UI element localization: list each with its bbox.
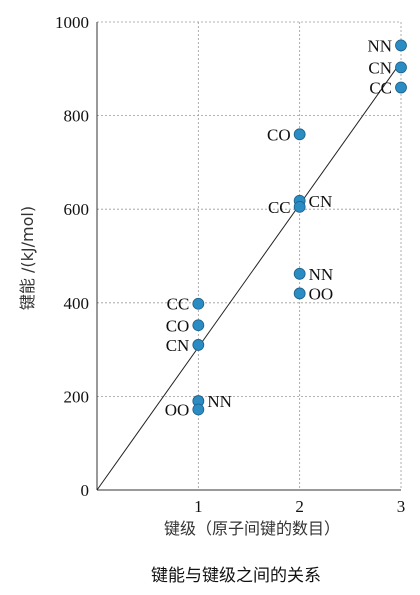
data-point-label: NN (309, 265, 334, 284)
data-point-label: NN (367, 36, 392, 55)
y-tick-label: 200 (64, 387, 90, 406)
data-point (293, 128, 306, 141)
data-point (293, 287, 306, 300)
y-tick-label: 0 (81, 481, 90, 500)
data-point-label: CC (369, 79, 392, 98)
data-point-label: CO (267, 125, 291, 144)
data-point-label: OO (165, 401, 190, 420)
y-tick-label: 400 (64, 294, 90, 313)
data-point-label: CO (166, 316, 190, 335)
x-tick-label: 1 (194, 497, 203, 516)
data-point-label: NN (207, 392, 232, 411)
data-point (395, 81, 407, 94)
y-tick-label: 1000 (55, 13, 89, 32)
data-point-label: CC (268, 198, 291, 217)
data-point (293, 267, 306, 280)
data-point-label: OO (309, 284, 334, 303)
y-axis-label: 键能 /(kJ/mol) (18, 206, 37, 310)
x-axis-label: 键级（原子间键的数目） (164, 519, 340, 538)
trend-line-group (96, 61, 402, 491)
data-point (192, 339, 205, 351)
chart-title: 键能与键级之间的关系 (151, 566, 321, 586)
axes (96, 22, 401, 491)
y-tick-label: 800 (64, 107, 90, 126)
data-point-label: CN (166, 336, 190, 355)
data-point (192, 403, 205, 416)
data-point (293, 200, 306, 213)
data-point-label: CC (167, 295, 190, 314)
data-point-label: CN (368, 58, 392, 77)
data-point (192, 297, 205, 310)
x-tick-label: 3 (397, 497, 406, 516)
grid (97, 21, 402, 490)
data-point (395, 61, 407, 74)
x-tick-label: 2 (295, 497, 304, 516)
data-point-label: CN (309, 192, 333, 211)
trend-line (96, 61, 402, 491)
data-point (395, 39, 407, 52)
ticks: 0 200 400 600 800 1000 1 2 3 (55, 13, 405, 516)
y-tick-label: 600 (64, 200, 90, 219)
data-point (192, 319, 205, 332)
